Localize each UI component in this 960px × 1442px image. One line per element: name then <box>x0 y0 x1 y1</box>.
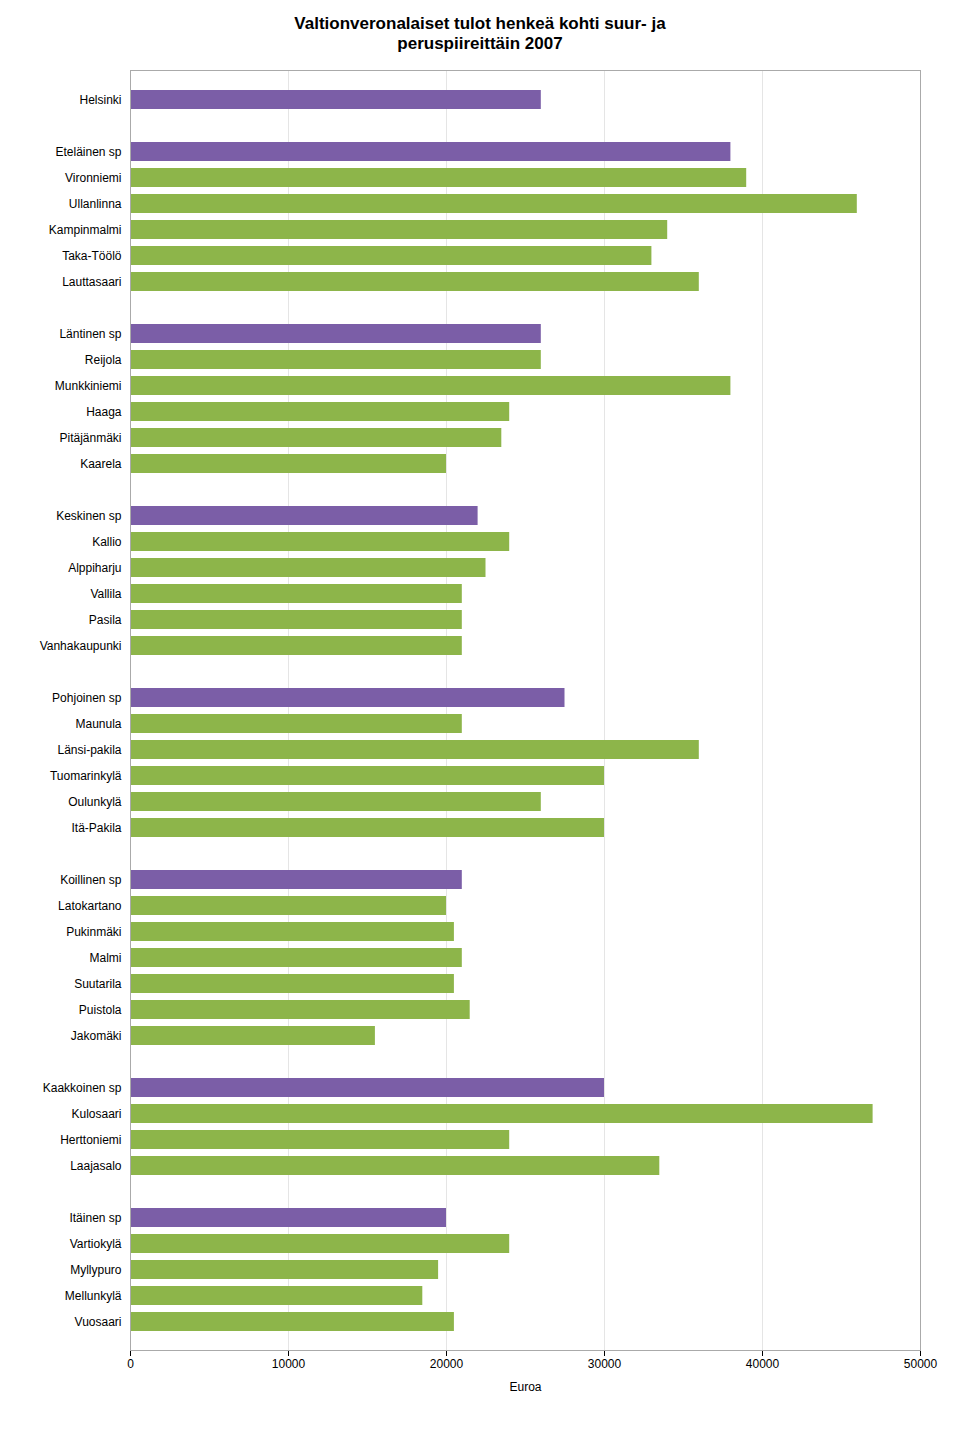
svg-text:Läntinen sp: Läntinen sp <box>59 327 121 341</box>
svg-text:Tuomarinkylä: Tuomarinkylä <box>50 769 122 783</box>
svg-text:Alppiharju: Alppiharju <box>68 561 121 575</box>
svg-text:50000: 50000 <box>904 1357 938 1371</box>
svg-text:Taka-Töölö: Taka-Töölö <box>62 249 122 263</box>
svg-text:Herttoniemi: Herttoniemi <box>60 1133 121 1147</box>
html-text:Valtionveronalaiset tulot henk: Valtionveronalaiset tulot henkeä kohti s… <box>294 14 666 53</box>
svg-text:Pitäjänmäki: Pitäjänmäki <box>59 431 121 445</box>
svg-text:Haaga: Haaga <box>86 405 122 419</box>
svg-text:Vanhakaupunki: Vanhakaupunki <box>40 639 122 653</box>
svg-text:Kulosaari: Kulosaari <box>71 1107 121 1121</box>
svg-text:Pohjoinen sp: Pohjoinen sp <box>52 691 122 705</box>
svg-text:Kallio: Kallio <box>92 535 122 549</box>
svg-text:10000: 10000 <box>272 1357 306 1371</box>
svg-text:Laajasalo: Laajasalo <box>70 1159 122 1173</box>
svg-text:Itä-Pakila: Itä-Pakila <box>71 821 121 835</box>
svg-text:Pukinmäki: Pukinmäki <box>66 925 121 939</box>
svg-text:Itäinen sp: Itäinen sp <box>69 1211 121 1225</box>
svg-text:Keskinen sp: Keskinen sp <box>56 509 122 523</box>
svg-text:Puistola: Puistola <box>79 1003 122 1017</box>
svg-text:20000: 20000 <box>430 1357 464 1371</box>
svg-text:Maunula: Maunula <box>75 717 121 731</box>
svg-text:Suutarila: Suutarila <box>74 977 122 991</box>
svg-text:Ullanlinna: Ullanlinna <box>69 197 122 211</box>
svg-text:Helsinki: Helsinki <box>79 93 121 107</box>
svg-text:Kampinmalmi: Kampinmalmi <box>49 223 122 237</box>
svg-text:Vallila: Vallila <box>90 587 121 601</box>
svg-text:Munkkiniemi: Munkkiniemi <box>55 379 122 393</box>
svg-text:Euroa: Euroa <box>509 1380 541 1394</box>
svg-text:Mellunkylä: Mellunkylä <box>65 1289 122 1303</box>
svg-text:Kaakkoinen sp: Kaakkoinen sp <box>43 1081 122 1095</box>
svg-text:Vuosaari: Vuosaari <box>75 1315 122 1329</box>
svg-text:Koillinen sp: Koillinen sp <box>60 873 122 887</box>
svg-text:Lauttasaari: Lauttasaari <box>62 275 121 289</box>
svg-text:Jakomäki: Jakomäki <box>71 1029 122 1043</box>
svg-text:40000: 40000 <box>746 1357 780 1371</box>
svg-text:Myllypuro: Myllypuro <box>70 1263 122 1277</box>
svg-text:Vironniemi: Vironniemi <box>65 171 121 185</box>
svg-text:Latokartano: Latokartano <box>58 899 122 913</box>
svg-text:Malmi: Malmi <box>90 951 122 965</box>
svg-text:Kaarela: Kaarela <box>80 457 122 471</box>
svg-text:0: 0 <box>127 1357 134 1371</box>
svg-text:Vartiokylä: Vartiokylä <box>70 1237 122 1251</box>
svg-text:Länsi-pakila: Länsi-pakila <box>57 743 121 757</box>
svg-text:Pasila: Pasila <box>89 613 122 627</box>
svg-text:30000: 30000 <box>588 1357 622 1371</box>
svg-text:Eteläinen sp: Eteläinen sp <box>55 145 121 159</box>
svg-text:Reijola: Reijola <box>85 353 122 367</box>
svg-text:Oulunkylä: Oulunkylä <box>68 795 122 809</box>
